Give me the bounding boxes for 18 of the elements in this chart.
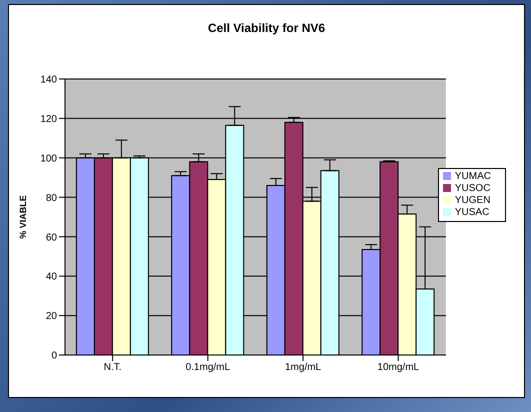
x-tick-label: N.T. (104, 362, 122, 374)
legend-label: YUSAC (454, 207, 490, 218)
y-tick-label: 0 (51, 350, 58, 362)
y-tick-label: 60 (46, 232, 58, 244)
legend-label: YUMAC (454, 171, 491, 182)
y-tick-label: 120 (40, 114, 58, 125)
legend-label: YUGEN (454, 195, 490, 206)
x-tick-label: 10mg/mL (377, 362, 420, 374)
legend-label: YUSOC (454, 183, 490, 194)
y-tick-label: 20 (46, 311, 58, 322)
y-tick-label: 140 (40, 74, 58, 86)
chart-title: Cell Viability for NV6 (206, 21, 326, 35)
x-tick-label: 1mg/mL (284, 362, 322, 374)
x-tick-label: 0.1mg/mL (186, 362, 230, 374)
y-axis-title: % VIABLE (18, 195, 28, 239)
y-tick-label: 100 (40, 153, 58, 164)
y-tick-label: 80 (46, 192, 58, 204)
y-tick-label: 40 (46, 272, 58, 283)
